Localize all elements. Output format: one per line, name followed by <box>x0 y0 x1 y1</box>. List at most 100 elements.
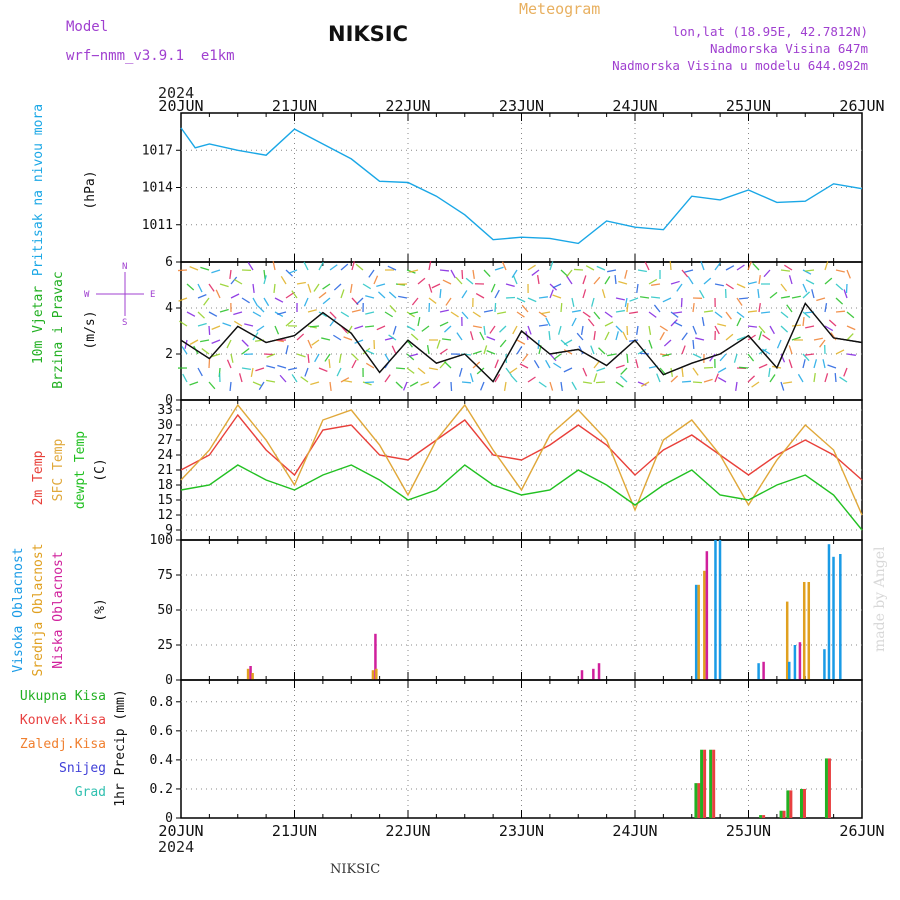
wind-arrow <box>717 367 727 373</box>
wind-arrow <box>343 379 353 383</box>
wind-arrow <box>364 325 375 328</box>
wind-arrow <box>636 325 639 335</box>
wind-arrow <box>692 381 703 384</box>
y-tick-label: 0 <box>165 673 173 688</box>
wind-arrow <box>362 381 372 386</box>
bar-visoka-oblacnost <box>718 540 722 680</box>
wind-arrow <box>780 353 786 363</box>
x-tick-label-bottom: 21JUN <box>272 822 317 840</box>
legend-ukupna-kisa: Ukupna Kisa <box>20 689 106 704</box>
wind-arrow <box>178 297 188 302</box>
wind-arrow <box>560 302 563 313</box>
wind-arrow <box>211 339 221 344</box>
wind-arrow <box>510 374 518 383</box>
wind-arrow <box>596 265 606 271</box>
compass-s: S <box>122 318 127 328</box>
y-tick-label: 18 <box>157 478 173 493</box>
wind-arrow <box>263 275 267 285</box>
wind-arrow <box>670 280 680 285</box>
wind-arrow <box>582 367 588 377</box>
wind-arrow <box>549 381 554 391</box>
wind-arrow <box>648 325 652 335</box>
wind-arrow <box>828 319 837 327</box>
bar-srednja-oblacnost <box>246 668 250 680</box>
compass-w: W <box>84 290 90 300</box>
wind-arrow <box>436 339 441 349</box>
wind-arrow <box>291 290 298 299</box>
wind-arrow <box>222 322 232 327</box>
wind-arrow <box>846 269 851 279</box>
wind-arrow <box>256 325 265 332</box>
wind-arrow <box>560 381 563 392</box>
wind-arrow <box>229 381 232 392</box>
bar-srednja-oblacnost <box>251 673 254 680</box>
wind-arrow <box>536 275 540 285</box>
wind-arrow <box>208 358 211 369</box>
wind-arrow <box>846 333 854 341</box>
y-tick-label: 30 <box>157 418 173 433</box>
wind-arrow <box>296 281 306 285</box>
x-tick-label-top: 23JUN <box>499 97 544 115</box>
wind-arrow <box>725 283 734 290</box>
wind-arrow <box>252 283 255 294</box>
wind-arrow <box>450 311 459 318</box>
wind-arrow <box>541 311 551 315</box>
wind-arrow <box>307 353 310 364</box>
wind-arrow <box>714 325 720 335</box>
ylabel-low-cloud: Niska Oblacnost <box>51 551 66 668</box>
wind-arrow <box>219 308 229 313</box>
wind-arrow <box>593 373 598 383</box>
wind-arrow <box>388 291 397 299</box>
wind-arrow <box>384 353 391 363</box>
wind-arrow <box>580 325 584 335</box>
wind-arrow <box>571 317 577 327</box>
wind-arrow <box>303 261 309 271</box>
wind-arrow <box>725 265 735 271</box>
wind-arrow <box>802 316 805 327</box>
wind-arrow <box>226 359 232 369</box>
wind-arrow <box>618 280 628 285</box>
wind-arrow <box>824 373 829 383</box>
x-tick-label-bottom: 20JUN <box>158 822 203 840</box>
wind-arrow <box>365 362 375 369</box>
wind-arrow <box>395 381 403 389</box>
wind-arrow <box>692 367 699 376</box>
x-tick-label-bottom: 26JUN <box>839 822 884 840</box>
wind-arrow <box>388 334 397 341</box>
wind-arrow <box>420 381 430 386</box>
wind-arrow <box>692 325 698 335</box>
wind-arrow <box>527 325 532 335</box>
wind-arrow <box>373 275 379 285</box>
wind-arrow <box>527 376 536 383</box>
wind-arrow <box>780 325 789 333</box>
wind-arrow <box>472 325 482 329</box>
wind-arrow <box>762 348 771 355</box>
bar-niska-oblacnost <box>705 551 709 680</box>
ylabel-cloud-unit: (%) <box>93 598 108 621</box>
wind-arrow <box>563 367 573 373</box>
wind-arrow <box>428 283 433 293</box>
bar-konvek-kisa <box>712 749 716 818</box>
wind-arrow <box>669 260 672 271</box>
wind-arrow <box>747 281 757 285</box>
wind-arrow <box>329 381 332 392</box>
wind-arrow <box>318 367 328 372</box>
ylabel-wind-unit: (m/s) <box>83 310 98 349</box>
series-line-sfc-temp <box>180 403 863 516</box>
bar-niska-oblacnost <box>374 633 377 680</box>
wind-arrow <box>607 269 617 273</box>
bar-visoka-oblacnost <box>793 645 797 680</box>
wind-arrow <box>230 353 234 363</box>
wind-arrow <box>578 345 584 355</box>
bar-visoka-oblacnost <box>827 544 831 680</box>
ylabel-mid-cloud: Srednja Oblacnost <box>31 543 46 676</box>
wind-arrow <box>318 311 328 318</box>
wind-arrow <box>747 375 756 383</box>
wind-arrow <box>346 325 353 335</box>
wind-arrow <box>824 277 833 285</box>
wind-arrow <box>486 336 496 341</box>
bar-srednja-oblacnost <box>697 584 700 680</box>
wind-arrow <box>391 345 397 355</box>
wind-arrow <box>553 353 562 360</box>
wind-arrow <box>300 376 309 383</box>
